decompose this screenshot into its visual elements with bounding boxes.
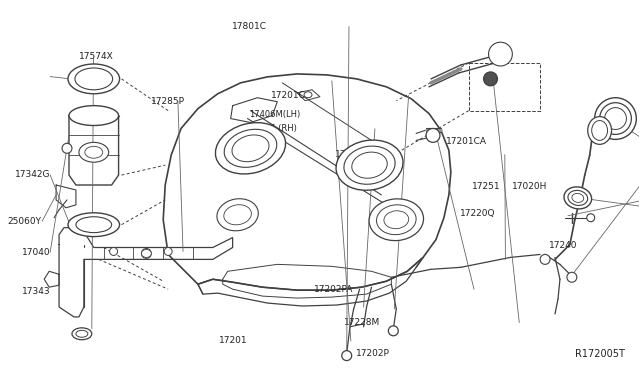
Ellipse shape	[588, 116, 612, 144]
Text: 17201C: 17201C	[271, 91, 306, 100]
Circle shape	[484, 72, 497, 86]
Circle shape	[493, 46, 508, 62]
Ellipse shape	[68, 213, 120, 237]
Ellipse shape	[79, 142, 109, 162]
Ellipse shape	[304, 92, 312, 98]
Circle shape	[567, 272, 577, 282]
Ellipse shape	[600, 103, 632, 134]
Text: 17342G: 17342G	[15, 170, 50, 179]
Circle shape	[388, 326, 398, 336]
Ellipse shape	[572, 193, 584, 202]
Ellipse shape	[564, 187, 591, 209]
Circle shape	[62, 143, 72, 153]
Ellipse shape	[216, 123, 285, 174]
Circle shape	[164, 247, 172, 256]
Ellipse shape	[595, 98, 636, 140]
Text: 17228M: 17228M	[344, 318, 380, 327]
Text: 17040: 17040	[22, 248, 50, 257]
Ellipse shape	[68, 64, 120, 94]
Ellipse shape	[85, 146, 102, 158]
Ellipse shape	[605, 108, 627, 129]
Ellipse shape	[72, 328, 92, 340]
Text: 17406M(LH): 17406M(LH)	[249, 109, 300, 119]
Text: 17202P: 17202P	[356, 349, 390, 358]
Text: 17201CA: 17201CA	[445, 137, 486, 146]
Ellipse shape	[76, 330, 88, 337]
Text: R172005T: R172005T	[575, 349, 625, 359]
Text: 17202PA: 17202PA	[314, 285, 354, 294]
Circle shape	[488, 42, 513, 66]
Circle shape	[109, 247, 118, 256]
Text: 17343: 17343	[22, 287, 50, 296]
Ellipse shape	[344, 146, 395, 184]
Text: 17574X: 17574X	[79, 52, 114, 61]
Text: 17201CA: 17201CA	[335, 150, 376, 159]
Ellipse shape	[369, 199, 424, 241]
Ellipse shape	[384, 211, 409, 229]
Circle shape	[141, 248, 151, 259]
Text: 17406 (RH): 17406 (RH)	[249, 124, 297, 133]
Circle shape	[426, 128, 440, 142]
Text: 17801C: 17801C	[232, 22, 267, 31]
Text: 17201: 17201	[219, 336, 247, 346]
Circle shape	[342, 351, 351, 360]
Ellipse shape	[224, 129, 276, 167]
Ellipse shape	[352, 152, 387, 178]
Circle shape	[587, 214, 595, 222]
Ellipse shape	[76, 217, 111, 232]
Text: 17220Q: 17220Q	[460, 209, 496, 218]
Ellipse shape	[141, 250, 151, 257]
Ellipse shape	[69, 106, 118, 125]
Ellipse shape	[75, 68, 113, 90]
Ellipse shape	[376, 205, 416, 235]
Text: 25060Y: 25060Y	[7, 217, 42, 225]
Text: 17285P: 17285P	[150, 97, 184, 106]
Ellipse shape	[217, 199, 259, 231]
Ellipse shape	[568, 190, 588, 205]
Circle shape	[540, 254, 550, 264]
Text: 17240: 17240	[549, 241, 577, 250]
Text: 17251: 17251	[472, 182, 500, 190]
Ellipse shape	[232, 135, 269, 162]
Ellipse shape	[224, 205, 252, 225]
Ellipse shape	[592, 121, 607, 140]
Ellipse shape	[336, 140, 403, 190]
Text: 17020H: 17020H	[513, 182, 548, 190]
